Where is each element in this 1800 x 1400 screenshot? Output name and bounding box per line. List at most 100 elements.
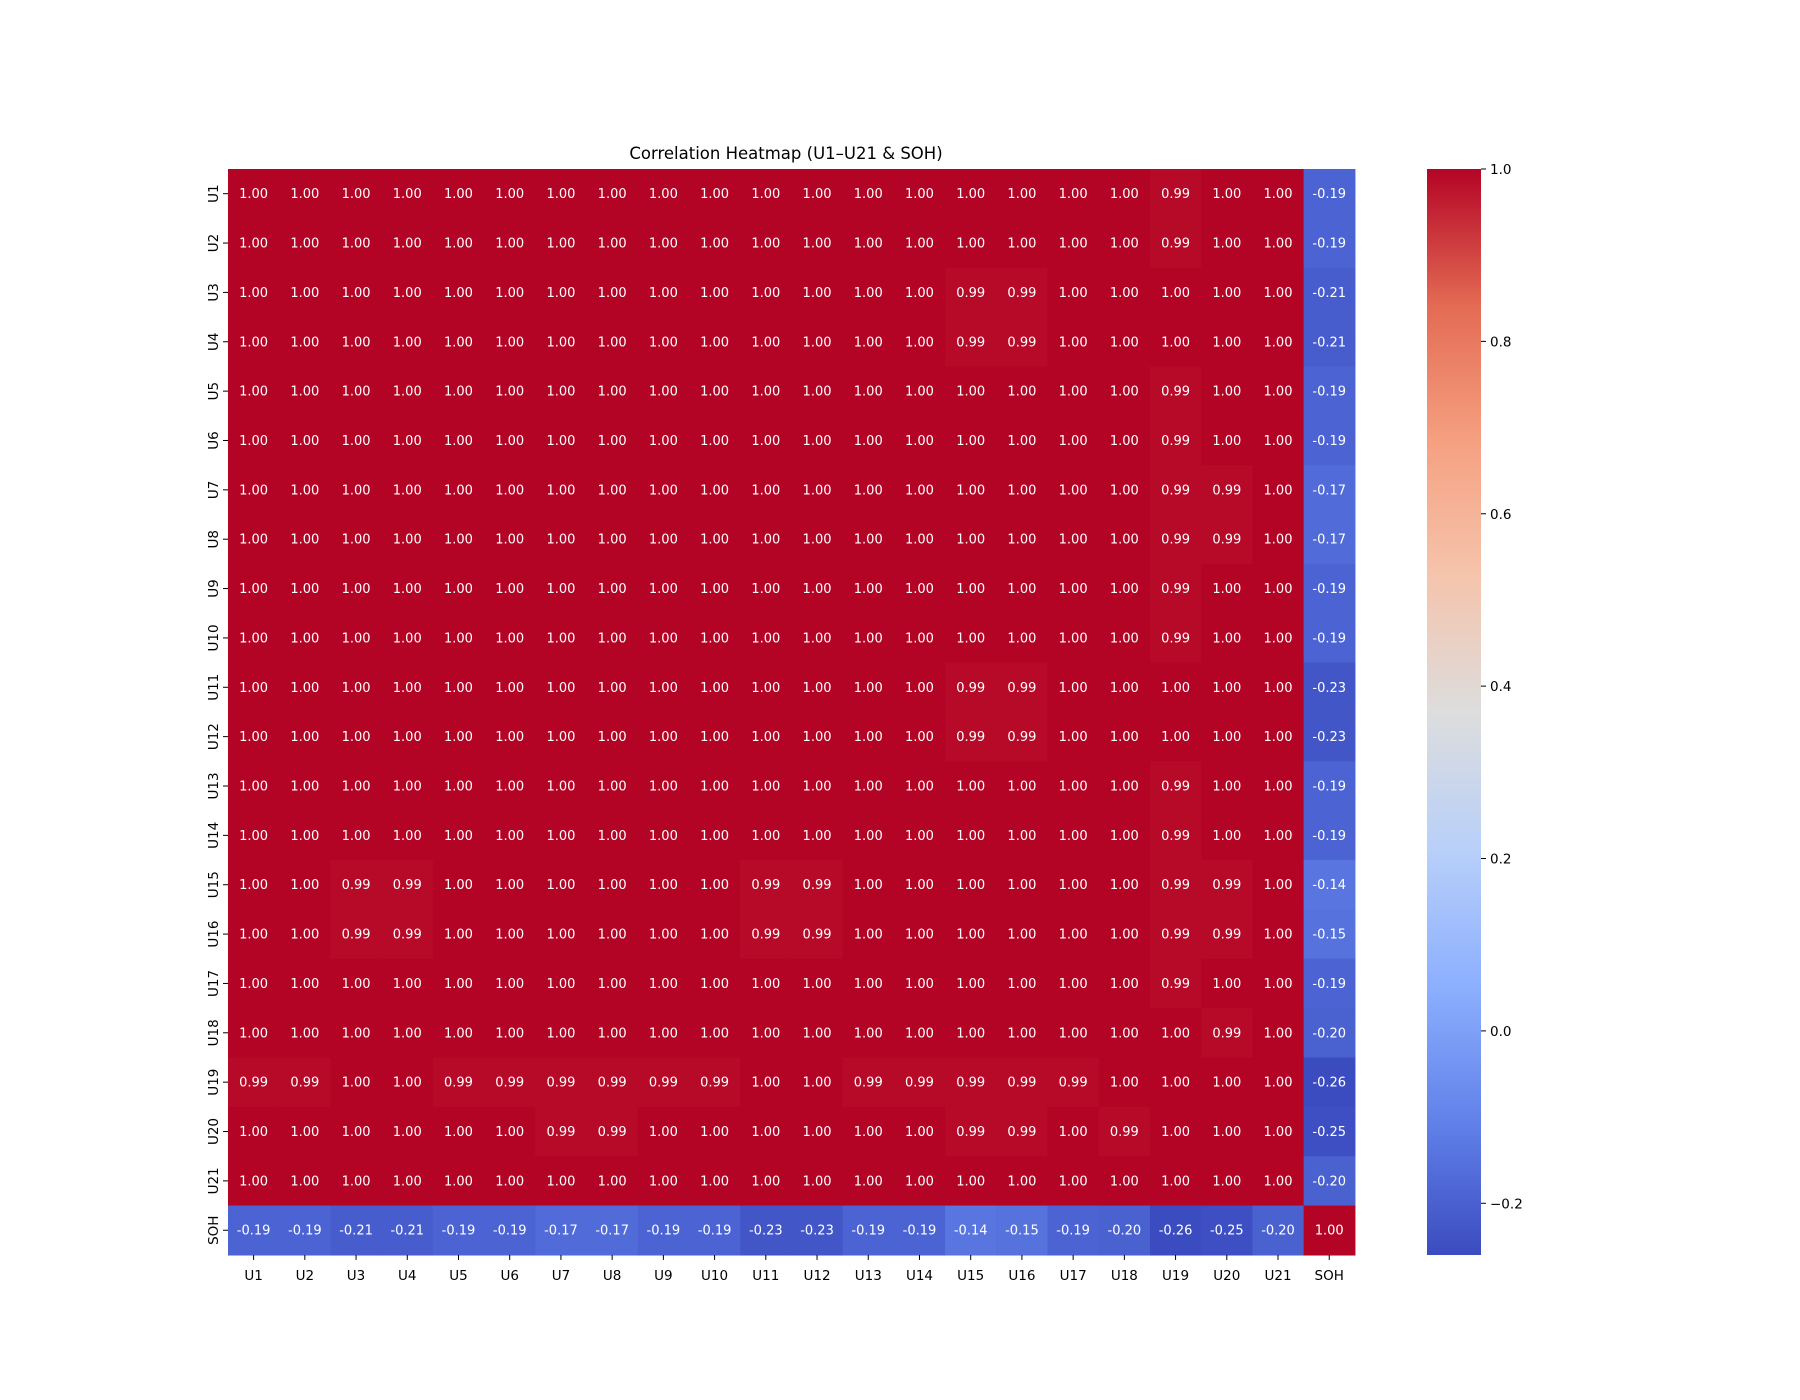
- cell-value-label: 1.00: [803, 1026, 832, 1041]
- heatmap-cell-U20-U18: [1098, 1106, 1151, 1157]
- cell-value-label: 1.00: [1161, 681, 1190, 696]
- cell-value-label: 1.00: [649, 928, 678, 943]
- heatmap-cell-U14-U14: [893, 810, 946, 861]
- heatmap-cell-U9-U16: [996, 563, 1049, 614]
- heatmap-cell-U13-U10: [688, 761, 741, 812]
- heatmap-cell-U15-U8: [586, 860, 639, 910]
- heatmap-cell-U14-U2: [279, 810, 332, 861]
- cell-value-label: 1.00: [290, 681, 319, 696]
- heatmap-cell-U20-U8: [586, 1106, 639, 1157]
- cell-value-label: 1.00: [956, 582, 985, 597]
- cell-value-label: 1.00: [1007, 1026, 1036, 1041]
- cell-value-label: 1.00: [649, 582, 678, 597]
- cell-value-label: 0.99: [1007, 335, 1036, 350]
- cell-value-label: 1.00: [1264, 1125, 1293, 1140]
- x-tick-label: U21: [1264, 1268, 1291, 1284]
- y-tick-label: U21: [206, 1167, 222, 1194]
- cell-value-label: 1.00: [444, 977, 473, 992]
- cell-value-label: 1.00: [1264, 1076, 1293, 1091]
- cell-value-label: 0.99: [546, 1076, 575, 1091]
- heatmap-cell-U10-U5: [432, 613, 485, 664]
- cell-value-label: 1.00: [1161, 335, 1190, 350]
- x-tick-label: U15: [957, 1268, 984, 1284]
- cell-value-label: 1.00: [444, 1026, 473, 1041]
- cell-value-label: 1.00: [393, 829, 422, 844]
- cell-value-label: 1.00: [546, 780, 575, 795]
- heatmap-cell-U10-U8: [586, 613, 639, 664]
- cell-value-label: 1.00: [546, 533, 575, 548]
- heatmap-cell-SOH-U9: [637, 1205, 690, 1256]
- heatmap-cell-U16-U17: [1047, 909, 1100, 960]
- heatmap-cell-U18-U10: [688, 1008, 741, 1059]
- heatmap-cell-U5-U11: [740, 366, 793, 417]
- cell-value-label: 0.99: [1161, 631, 1190, 646]
- heatmap-cell-U11-U1: [228, 662, 280, 713]
- heatmap-cell-U4-U4: [381, 317, 434, 368]
- heatmap-cell-U13-U13: [842, 761, 895, 812]
- heatmap-cell-U14-U13: [842, 810, 895, 861]
- heatmap-cell-U18-U19: [1149, 1008, 1202, 1059]
- heatmap-cell-U4-U1: [228, 317, 280, 368]
- heatmap-cell-U21-U10: [688, 1156, 741, 1207]
- heatmap-cell-U11-SOH: [1303, 662, 1356, 713]
- cell-value-label: 1.00: [1264, 582, 1293, 597]
- cell-value-label: -0.17: [1312, 533, 1346, 548]
- cell-value-label: 1.00: [1264, 780, 1293, 795]
- cell-value-label: 1.00: [803, 977, 832, 992]
- heatmap-cell-U6-U3: [330, 415, 383, 466]
- cell-value-label: 0.99: [1212, 878, 1241, 893]
- cell-value-label: 0.99: [1007, 1076, 1036, 1091]
- cell-value-label: 1.00: [444, 582, 473, 597]
- cell-value-label: 1.00: [546, 237, 575, 252]
- cell-value-label: 1.00: [1059, 582, 1088, 597]
- cell-value-label: 1.00: [598, 483, 627, 498]
- heatmap-cell-U8-U17: [1047, 514, 1100, 565]
- heatmap-cell-U16-U1: [228, 909, 280, 960]
- heatmap-cell-U20-U7: [535, 1106, 588, 1157]
- cell-value-label: 1.00: [1007, 1174, 1036, 1189]
- heatmap-cell-U8-U6: [484, 514, 536, 565]
- cell-value-label: 0.99: [803, 878, 832, 893]
- cell-value-label: 0.99: [751, 878, 780, 893]
- heatmap-cell-U12-U13: [842, 711, 895, 762]
- heatmap-cell-U4-SOH: [1303, 317, 1356, 368]
- cell-value-label: 1.00: [905, 1125, 934, 1140]
- cell-value-label: -0.21: [1312, 335, 1346, 350]
- heatmap-cell-U1-U19: [1149, 169, 1202, 219]
- cell-value-label: 1.00: [444, 286, 473, 301]
- cell-value-label: 1.00: [905, 533, 934, 548]
- colorbar-tick-label: 0.8: [1490, 334, 1511, 350]
- cell-value-label: 1.00: [342, 1125, 371, 1140]
- heatmap-cell-U8-U5: [432, 514, 485, 565]
- cell-value-label: 1.00: [1212, 434, 1241, 449]
- x-tick-label: U10: [701, 1268, 728, 1284]
- heatmap-cell-U12-U18: [1098, 711, 1151, 762]
- heatmap-cell-U16-U10: [688, 909, 741, 960]
- cell-value-label: -0.23: [800, 1224, 834, 1239]
- heatmap-cell-U10-SOH: [1303, 613, 1356, 664]
- cell-value-label: 1.00: [956, 483, 985, 498]
- heatmap-cell-U18-U7: [535, 1008, 588, 1059]
- cell-value-label: 1.00: [905, 730, 934, 745]
- heatmap-cell-U17-U17: [1047, 958, 1100, 1009]
- cell-value-label: 0.99: [393, 928, 422, 943]
- heatmap-cell-U19-U7: [535, 1057, 588, 1108]
- cell-value-label: 1.00: [649, 878, 678, 893]
- cell-value-label: 1.00: [1110, 187, 1139, 202]
- heatmap-cell-U5-U4: [381, 366, 434, 417]
- cell-value-label: 1.00: [444, 928, 473, 943]
- cell-value-label: 1.00: [854, 631, 883, 646]
- heatmap-cell-U15-U17: [1047, 860, 1100, 910]
- heatmap-cell-U21-U17: [1047, 1156, 1100, 1207]
- heatmap-cell-U9-U8: [586, 563, 639, 614]
- cell-value-label: 1.00: [854, 237, 883, 252]
- cell-value-label: 1.00: [854, 187, 883, 202]
- heatmap-cell-U17-U1: [228, 958, 280, 1009]
- cell-value-label: 1.00: [239, 187, 268, 202]
- heatmap-cell-U8-U1: [228, 514, 280, 565]
- cell-value-label: 1.00: [700, 237, 729, 252]
- cell-value-label: 1.00: [495, 631, 524, 646]
- heatmap-cell-U9-U14: [893, 563, 946, 614]
- heatmap-cell-U17-U21: [1252, 958, 1305, 1009]
- cell-value-label: 1.00: [751, 730, 780, 745]
